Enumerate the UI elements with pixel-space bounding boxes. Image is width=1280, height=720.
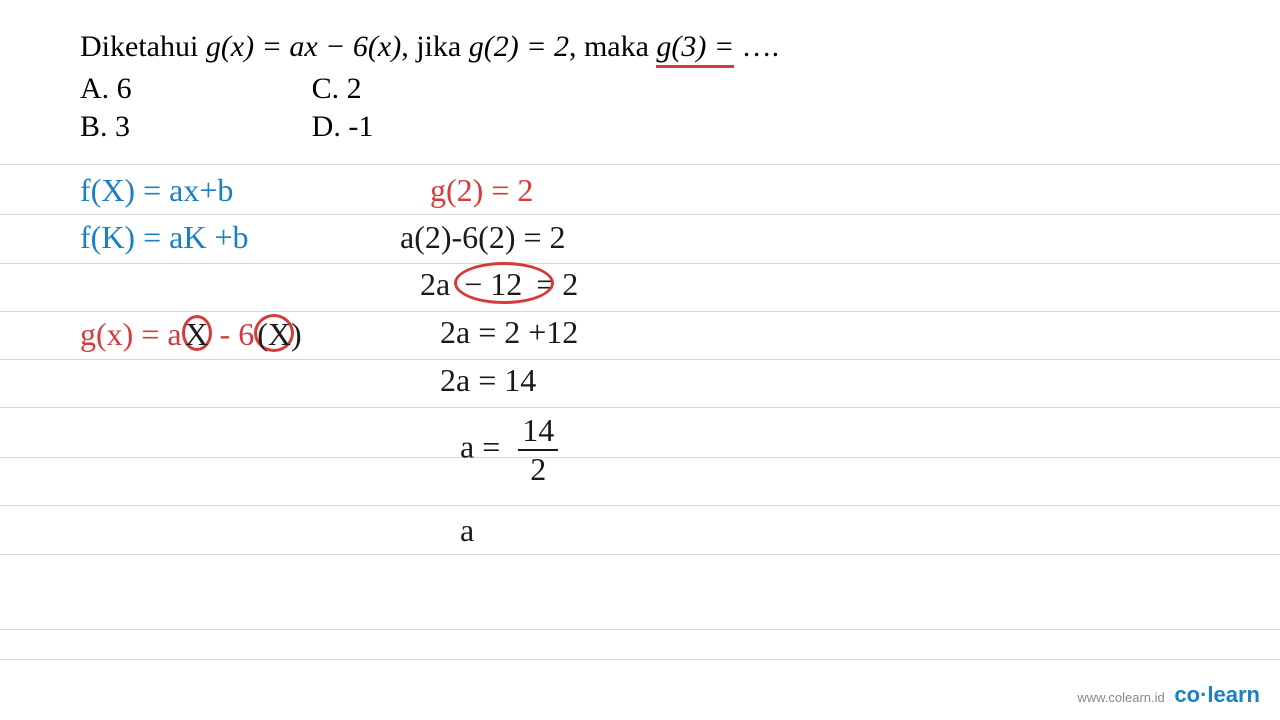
step2-left: 2a: [420, 266, 450, 302]
q-mid: , jika: [401, 30, 469, 63]
ruled-line: [0, 554, 1280, 555]
q-expr3: g(3) =: [656, 30, 734, 68]
step5-den: 2: [518, 451, 558, 488]
g2-label: g(2) = 2: [430, 172, 533, 209]
option-b: B. 3: [80, 110, 132, 144]
ruled-line: [0, 359, 1280, 360]
question-area: Diketahui g(x) = ax − 6(x), jika g(2) = …: [0, 0, 1280, 154]
step3: 2a = 2 +12: [440, 314, 578, 351]
option-a: A. 6: [80, 72, 132, 106]
q-expr2: g(2) = 2: [469, 30, 569, 63]
ruled-line: [0, 407, 1280, 408]
step5-num: 14: [518, 412, 558, 451]
gx-x1: X: [185, 316, 208, 352]
q-expr1: g(x) = ax − 6(x): [206, 30, 401, 63]
q-mid2: , maka: [569, 30, 656, 63]
step6: a: [460, 512, 474, 549]
ruled-line: [0, 659, 1280, 660]
options: A. 6 B. 3 C. 2 D. -1: [80, 72, 1200, 144]
options-col-1: A. 6 B. 3: [80, 72, 132, 144]
fx-line1: f(X) = ax+b: [80, 172, 233, 209]
step2: 2a − 12 = 2: [420, 266, 578, 303]
options-col-2: C. 2 D. -1: [312, 72, 374, 144]
ruled-line: [0, 311, 1280, 312]
brand-learn: learn: [1207, 682, 1260, 707]
brand-logo: co·learn: [1174, 682, 1260, 707]
brand-co: co: [1174, 682, 1200, 707]
gx-label: g(x) = a: [80, 316, 182, 352]
question-text: Diketahui g(x) = ax − 6(x), jika g(2) = …: [80, 30, 1200, 64]
gx-expr: g(x) = aX - 6(X): [80, 314, 294, 353]
step5: a = 14 2: [460, 412, 558, 488]
ellipse-highlight: [454, 262, 554, 304]
q-suffix: ….: [734, 30, 779, 63]
gx-x2-circle: (X): [254, 314, 294, 352]
step1: a(2)-6(2) = 2: [400, 219, 566, 256]
step4: 2a = 14: [440, 362, 536, 399]
option-c: C. 2: [312, 72, 374, 106]
ruled-line: [0, 505, 1280, 506]
q-prefix: Diketahui: [80, 30, 206, 63]
gx-mid: - 6: [212, 316, 255, 352]
ruled-line: [0, 164, 1280, 165]
gx-x1-circle: X: [182, 315, 212, 351]
footer: www.colearn.id co·learn: [1077, 682, 1260, 708]
footer-url: www.colearn.id: [1077, 690, 1164, 705]
ruled-line: [0, 629, 1280, 630]
ruled-line: [0, 457, 1280, 458]
option-d: D. -1: [312, 110, 374, 144]
gx-x2: (X): [257, 316, 301, 352]
ruled-line: [0, 214, 1280, 215]
step5-left: a =: [460, 428, 500, 464]
ruled-line: [0, 263, 1280, 264]
fx-line2: f(K) = aK +b: [80, 219, 248, 256]
